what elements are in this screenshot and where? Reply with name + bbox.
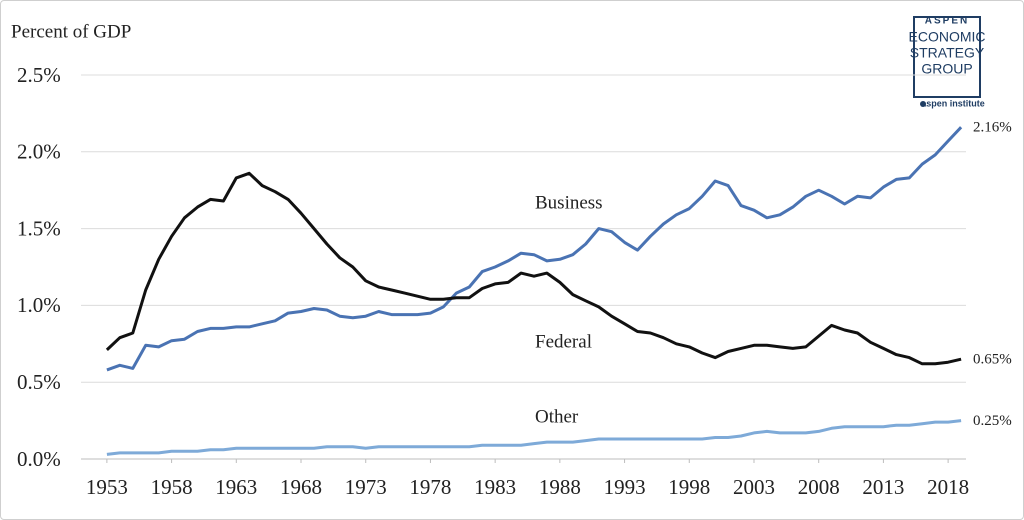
y-axis-label: Percent of GDP — [11, 21, 131, 42]
logo: ASPEN ECONOMIC STRATEGY GROUP aspen inst… — [909, 16, 986, 109]
logo-text: ECONOMIC — [909, 29, 986, 45]
x-tick-label: 1968 — [280, 475, 322, 499]
x-tick-label: 1953 — [86, 475, 128, 499]
logo-frame — [913, 16, 981, 98]
x-tick-label: 1983 — [474, 475, 516, 499]
y-tick-label: 1.5% — [17, 216, 61, 240]
series-label: Other — [535, 406, 579, 427]
logo-subtext: aspen institute — [921, 98, 985, 108]
series-line — [106, 419, 962, 456]
x-tick-label: 1988 — [539, 475, 581, 499]
series-label: Federal — [535, 331, 592, 352]
data-label: 0.65% — [973, 352, 1012, 368]
data-label: 0.25% — [973, 413, 1012, 429]
y-tick-label: 0.5% — [17, 370, 61, 394]
logo-text: STRATEGY — [910, 45, 985, 61]
y-tick-label: 2.0% — [17, 140, 61, 164]
y-tick-label: 1.0% — [17, 293, 61, 317]
x-tick-label: 2008 — [798, 475, 840, 499]
series-line — [106, 126, 963, 372]
logo-icon — [920, 101, 926, 107]
x-tick-label: 1978 — [409, 475, 451, 499]
x-tick-label: 2018 — [927, 475, 969, 499]
x-tick-label: 2013 — [862, 475, 904, 499]
x-tick-label: 2003 — [733, 475, 775, 499]
series-label: Business — [535, 192, 603, 213]
logo-text: GROUP — [921, 61, 972, 77]
y-tick-label: 0.0% — [17, 447, 61, 471]
x-tick-label: 1998 — [668, 475, 710, 499]
series-line — [105, 171, 962, 366]
y-tick-label: 2.5% — [17, 63, 61, 87]
x-tick-label: 1963 — [215, 475, 257, 499]
x-tick-label: 1973 — [345, 475, 387, 499]
logo-text: ASPEN — [925, 16, 969, 27]
data-label: 2.16% — [973, 120, 1012, 136]
x-tick-label: 1993 — [604, 475, 646, 499]
x-tick-label: 1958 — [151, 475, 193, 499]
